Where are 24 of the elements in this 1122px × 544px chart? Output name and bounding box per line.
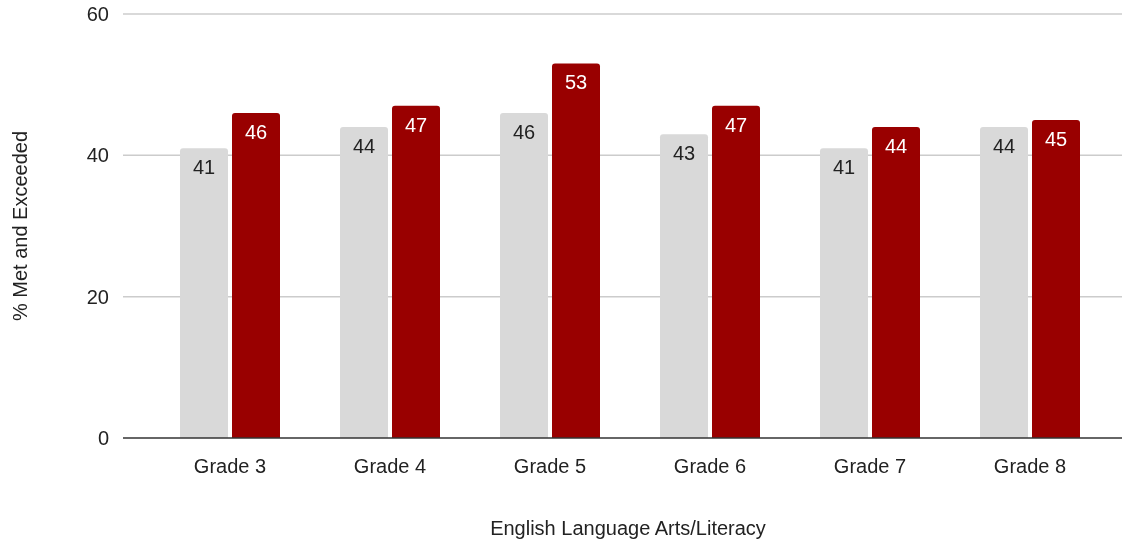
data-label: 46	[512, 120, 536, 143]
x-tick-label: Grade 6	[673, 455, 747, 477]
y-tick-label: 60	[86, 3, 109, 25]
y-tick-label: 0	[97, 427, 109, 449]
data-label: 41	[192, 156, 216, 179]
x-tick-label: Grade 8	[993, 455, 1067, 477]
x-axis-title: English Language Arts/Literacy	[490, 517, 766, 539]
data-label: 44	[992, 135, 1016, 158]
data-label: 45	[1044, 128, 1068, 150]
data-label: 44	[352, 135, 376, 158]
data-label: 44	[884, 135, 908, 158]
data-label: 43	[672, 142, 696, 165]
data-label: 47	[404, 113, 428, 136]
y-tick-label: 40	[86, 144, 109, 167]
data-label: 53	[564, 71, 588, 94]
x-tick-label: Grade 3	[193, 455, 267, 477]
x-tick-label: Grade 4	[353, 455, 427, 477]
data-label: 47	[724, 113, 748, 136]
x-tick-label: Grade 5	[513, 455, 587, 477]
y-axis-title: % Met and Exceeded	[9, 130, 31, 322]
data-label: 41	[832, 156, 856, 179]
y-tick-label: 20	[86, 285, 109, 308]
data-label: 46	[244, 120, 268, 143]
x-tick-label: Grade 7	[833, 455, 907, 477]
